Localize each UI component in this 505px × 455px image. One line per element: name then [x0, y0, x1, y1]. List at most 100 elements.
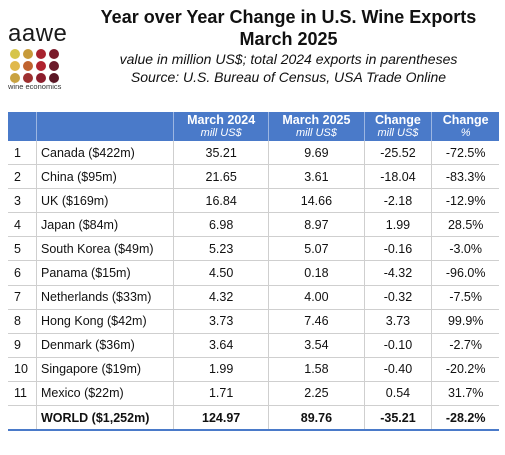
change-pct-cell: -20.2% — [431, 357, 499, 382]
change-value-cell: -0.10 — [364, 333, 433, 358]
logo-dot — [23, 61, 33, 71]
header-change-pct: Change % — [431, 112, 499, 141]
country-cell: Panama ($15m) — [36, 260, 174, 286]
logo-wordmark: aawe — [8, 20, 68, 47]
change-value-cell: -0.32 — [364, 285, 433, 310]
march-2024-cell: 1.71 — [173, 381, 270, 407]
change-pct-cell: -12.9% — [431, 188, 499, 214]
change-value-cell: -0.16 — [364, 236, 433, 262]
country-cell: Canada ($422m) — [36, 141, 174, 166]
change-pct-cell: -3.0% — [431, 236, 499, 262]
logo-tagline: wine economics — [8, 82, 62, 91]
march-2024-cell: 35.21 — [173, 141, 270, 166]
country-cell: UK ($169m) — [36, 188, 174, 214]
header-change-value-unit: mill US$ — [377, 127, 419, 139]
logo-dot — [36, 49, 46, 59]
header-march-2025-unit: mill US$ — [295, 127, 337, 139]
march-2024-cell: 21.65 — [173, 164, 270, 190]
rank-cell: 3 — [8, 188, 37, 214]
rank-cell: 9 — [8, 333, 37, 358]
change-value-cell: -4.32 — [364, 260, 433, 286]
header-change-value-label: Change — [375, 113, 421, 127]
exports-table: March 2024 mill US$ March 2025 mill US$ … — [8, 112, 499, 432]
march-2025-cell: 7.46 — [268, 309, 365, 334]
table-total-row: WORLD ($1,252m) 124.97 89.76 -35.21 -28.2% — [8, 405, 499, 432]
march-2025-cell: 9.69 — [268, 141, 365, 166]
march-2025-cell: 3.54 — [268, 333, 365, 358]
change-value-cell: 1.99 — [364, 212, 433, 238]
table-row: 3 UK ($169m) 16.84 14.66 -2.18 -12.9% — [8, 188, 499, 214]
logo-dot — [23, 73, 33, 83]
rank-cell: 6 — [8, 260, 37, 286]
rank-cell: 5 — [8, 236, 37, 262]
header-change-pct-unit: % — [460, 127, 471, 139]
header: Year over Year Change in U.S. Wine Expor… — [78, 6, 499, 86]
logo-dot — [10, 49, 20, 59]
rank-cell: 10 — [8, 357, 37, 382]
march-2024-cell: 5.23 — [173, 236, 270, 262]
header-rank-blank — [8, 112, 37, 141]
change-value-cell: -18.04 — [364, 164, 433, 190]
rank-cell: 2 — [8, 164, 37, 190]
march-2024-cell: 4.50 — [173, 260, 270, 286]
change-value-cell: -25.52 — [364, 141, 433, 166]
header-march-2024: March 2024 mill US$ — [173, 112, 270, 141]
march-2024-cell: 3.64 — [173, 333, 270, 358]
aawe-logo: aawe wine economics — [8, 22, 68, 92]
country-cell: Denmark ($36m) — [36, 333, 174, 358]
change-pct-cell: -2.7% — [431, 333, 499, 358]
table-row: 2 China ($95m) 21.65 3.61 -18.04 -83.3% — [8, 164, 499, 190]
total-march-2025-cell: 89.76 — [268, 405, 365, 432]
change-pct-cell: 28.5% — [431, 212, 499, 238]
logo-dot — [49, 73, 59, 83]
title-line-2: March 2025 — [239, 29, 338, 49]
change-pct-cell: -7.5% — [431, 285, 499, 310]
title-line-1: Year over Year Change in U.S. Wine Expor… — [100, 7, 477, 27]
country-cell: South Korea ($49m) — [36, 236, 174, 262]
header-march-2025: March 2025 mill US$ — [268, 112, 365, 141]
logo-dot — [36, 73, 46, 83]
table-row: 10 Singapore ($19m) 1.99 1.58 -0.40 -20.2% — [8, 357, 499, 382]
change-pct-cell: -72.5% — [431, 141, 499, 166]
country-cell: Netherlands ($33m) — [36, 285, 174, 310]
march-2025-cell: 14.66 — [268, 188, 365, 214]
march-2024-cell: 3.73 — [173, 309, 270, 334]
table-row: 5 South Korea ($49m) 5.23 5.07 -0.16 -3.0% — [8, 236, 499, 262]
change-pct-cell: -96.0% — [431, 260, 499, 286]
logo-dot — [49, 61, 59, 71]
header-march-2024-label: March 2024 — [187, 113, 256, 127]
change-pct-cell: 99.9% — [431, 309, 499, 334]
header-country-blank — [36, 112, 174, 141]
change-value-cell: -2.18 — [364, 188, 433, 214]
rank-cell: 1 — [8, 141, 37, 166]
logo-dot — [23, 49, 33, 59]
march-2024-cell: 16.84 — [173, 188, 270, 214]
change-value-cell: -0.40 — [364, 357, 433, 382]
table-body: 1 Canada ($422m) 35.21 9.69 -25.52 -72.5% 2 Ch… — [8, 141, 499, 432]
country-cell: Mexico ($22m) — [36, 381, 174, 407]
table-row: 6 Panama ($15m) 4.50 0.18 -4.32 -96.0% — [8, 260, 499, 286]
march-2025-cell: 8.97 — [268, 212, 365, 238]
logo-dot-grid — [10, 49, 60, 83]
subtitle-source: Source: U.S. Bureau of Census, USA Trade… — [130, 69, 447, 85]
rank-cell: 8 — [8, 309, 37, 334]
logo-dot — [10, 61, 20, 71]
country-cell: Singapore ($19m) — [36, 357, 174, 382]
total-label-cell: WORLD ($1,252m) — [36, 405, 174, 432]
total-change-pct-cell: -28.2% — [431, 405, 499, 432]
total-march-2024-cell: 124.97 — [173, 405, 270, 432]
rank-cell: 7 — [8, 285, 37, 310]
logo-dot — [36, 61, 46, 71]
header-march-2025-label: March 2025 — [282, 113, 351, 127]
subtitle-units: value in million US$; total 2024 exports… — [119, 51, 458, 67]
country-cell: Japan ($84m) — [36, 212, 174, 238]
table-header-row: March 2024 mill US$ March 2025 mill US$ … — [8, 112, 499, 141]
change-value-cell: 0.54 — [364, 381, 433, 407]
logo-dot — [49, 49, 59, 59]
rank-cell: 11 — [8, 381, 37, 407]
total-change-value-cell: -35.21 — [364, 405, 433, 432]
change-pct-cell: -83.3% — [431, 164, 499, 190]
march-2025-cell: 0.18 — [268, 260, 365, 286]
march-2024-cell: 6.98 — [173, 212, 270, 238]
march-2024-cell: 4.32 — [173, 285, 270, 310]
